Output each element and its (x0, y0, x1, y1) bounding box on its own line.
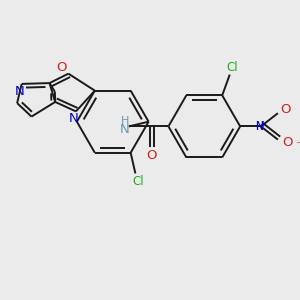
Text: O: O (146, 149, 157, 162)
Text: O: O (56, 61, 67, 74)
Text: H: H (121, 116, 129, 126)
Text: N: N (69, 112, 79, 124)
Text: N: N (255, 120, 263, 133)
Text: N: N (120, 123, 130, 136)
Text: Cl: Cl (227, 61, 239, 74)
Text: N: N (15, 85, 25, 98)
Text: O: O (280, 103, 291, 116)
Text: Cl: Cl (132, 175, 144, 188)
Text: O: O (282, 136, 292, 149)
Text: +: + (260, 120, 266, 129)
Text: ⁻: ⁻ (295, 139, 300, 152)
